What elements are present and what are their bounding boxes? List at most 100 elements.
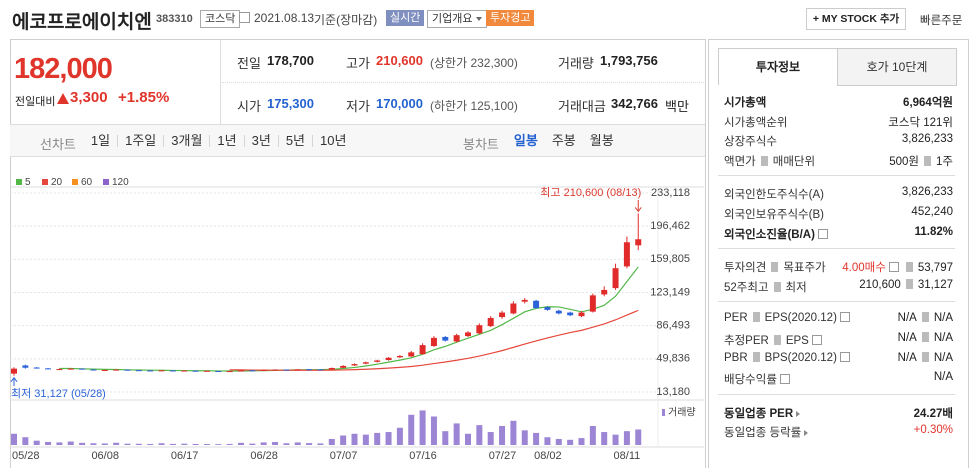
stat-label: 전일 [237,56,261,71]
volume-bar [147,443,154,445]
separator [752,312,760,323]
info-tab[interactable]: 투자정보 [718,48,838,85]
info-row: 상장주식수 3,826,233 [724,131,953,149]
value-part: N/A [897,312,917,325]
my-stock-button[interactable]: + MY STOCK 추가 [806,8,906,30]
candle-body [79,368,86,370]
period-tab[interactable]: 5년 [277,134,312,147]
label-part: 외국인보유주식수(B) [724,209,824,221]
info-label: 액면가 매매단위 [724,153,815,169]
info-label: 상장주식수 [724,133,777,149]
candle-body [385,357,392,361]
candle-chart-label: 봉차트 [463,137,499,152]
value-part: 6,964억원 [903,97,953,109]
separator [760,155,768,166]
orderbook-tab[interactable]: 호가 10단계 [837,48,957,86]
period-tab[interactable]: 10년 [312,134,353,147]
candle-body [351,364,358,366]
volume-bar [521,430,528,445]
candle-body [555,310,562,314]
quick-order[interactable]: 빠른주문 [920,15,963,27]
label-part: 외국인한도주식수(A) [724,189,824,202]
stock-name: 에코프로에이치엔 [12,12,152,33]
info-panel [708,39,969,468]
info-row: 액면가 매매단위 500원 1주 [724,151,953,169]
info-value: 3,826,233 [902,186,953,198]
candle-body [317,369,324,371]
volume-bar [635,429,642,445]
stat-unit: 백만 [665,99,689,114]
stat-note: (상한가 232,300) [430,56,518,70]
chart-tabs: 선차트 1일 1주일 3개월 1년 3년 5년 10년 봉차트 일봉 주봉 월봉 [10,124,705,157]
period-tab[interactable]: 주봉 [551,133,576,148]
period-tab[interactable]: 1년 [209,134,243,147]
candle-body [533,300,540,309]
volume-bar [385,432,392,445]
period-tab[interactable]: 1일 [90,133,111,148]
candle-body [238,370,244,372]
label-part: PBR [724,351,748,364]
period-tab[interactable]: 월봉 [589,133,614,148]
info-label: 추정PER EPS [724,332,822,348]
group-divider [718,175,955,177]
value-part: 53,797 [917,262,953,275]
legend-label: 60 [81,177,93,188]
company-overview[interactable]: 기업개요 [427,10,488,28]
info-label: 외국인보유주식수(B) [724,206,824,222]
y-tick-label: 86,493 [656,320,690,332]
volume-bar [499,426,506,445]
label-part: 시가총액순위 [724,116,788,129]
realtime-badge[interactable]: 실시간 [386,10,425,26]
info-value: N/A N/A [898,332,953,344]
volume-bar [306,443,313,445]
period-tab[interactable]: 3년 [243,134,278,147]
info-value: N/A N/A [897,351,953,364]
divider [222,82,704,83]
x-tick-label: 07/07 [330,450,358,462]
group-divider [718,393,955,395]
label-part: EPS [785,335,809,347]
info-value: 3,826,233 [902,133,953,145]
info-label: 52주최고 최저 [724,279,807,295]
candle-body [22,365,29,368]
info-label: 동일업종 등락률 [724,424,809,440]
label-part: 배당수익률 [724,374,777,387]
date: 2021.08.13 [254,11,315,25]
volume-bar [419,410,426,445]
period-tab[interactable]: 3개월 [163,134,209,147]
info-row: 외국인한도주식수(A) 3,826,233 [724,184,953,202]
help-icon [839,312,850,323]
label-part: 외국인소진율(B/A) [724,228,815,241]
separator [921,332,929,342]
volume-bar [215,444,222,445]
y-tick-label: 196,462 [650,220,690,232]
candle-body [362,362,369,364]
info-value: 6,964억원 [903,94,953,110]
volume-bar [169,443,176,445]
volume-bar [328,438,335,445]
volume-bar [351,433,358,445]
candle-tabs: 봉차트 일봉 주봉 월봉 [463,134,621,153]
candle-body [589,295,596,312]
legend-swatch [72,179,78,185]
period-tab[interactable]: 1주일 [117,134,163,147]
market-badge: 코스닥 [200,10,241,28]
candle-body [181,370,188,372]
value-part: N/A [933,312,953,325]
period-tab[interactable]: 일봉 [513,133,538,148]
label-part: BPS(2020.12) [764,351,837,364]
volume-bar [22,437,29,445]
value-part: 24.27배 [913,407,953,420]
info-value: N/A [934,371,953,383]
stat-label: 고가 [346,56,370,71]
volume-bar [158,443,165,445]
line-tabs: 선차트 1일 1주일 3개월 1년 3년 5년 10년 [40,134,353,153]
value-part: N/A [897,351,917,364]
candle-body [419,345,426,355]
annotation-arrowhead [10,376,18,383]
candle-body [203,370,210,372]
separator [924,155,932,166]
line-periods: 1일 1주일 3개월 1년 3년 5년 10년 [84,134,354,153]
x-tick-label: 08/11 [614,450,641,462]
